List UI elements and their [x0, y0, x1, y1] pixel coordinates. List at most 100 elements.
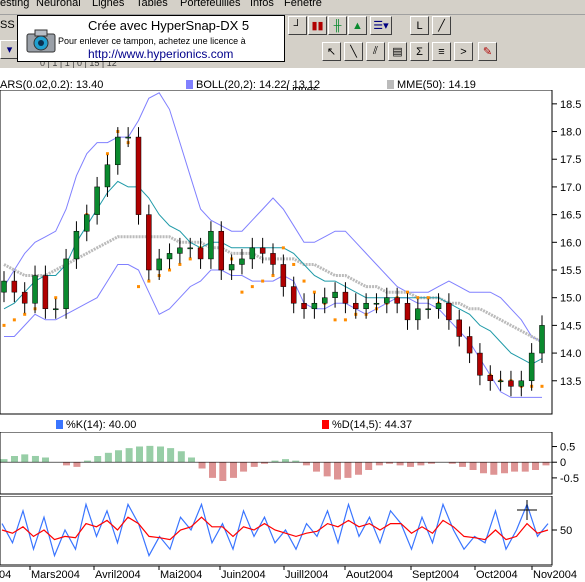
toolbar-partial-label: SS — [0, 19, 15, 31]
candle-body — [373, 302, 380, 305]
eraser-tool-button[interactable]: ✎ — [478, 42, 497, 61]
candle-body — [218, 230, 225, 271]
price-y-tick-label: 13.5 — [560, 376, 581, 388]
text-tool-button[interactable]: ▤ — [388, 42, 407, 61]
candle-body — [177, 247, 183, 254]
sar-dot — [188, 257, 192, 261]
candle-body — [73, 230, 80, 260]
candle-body — [259, 247, 266, 254]
line-tool-button[interactable]: ╲ — [344, 42, 363, 61]
candle-body — [94, 186, 100, 215]
mme-swatch — [387, 80, 394, 89]
candle-body — [84, 214, 90, 232]
horizontal-line-tool-button[interactable]: ≡ — [432, 42, 451, 61]
menu-item-1[interactable]: Neuronal — [36, 0, 81, 9]
candle-body — [187, 247, 193, 250]
candle-body — [290, 286, 297, 304]
chart-type-bar-button[interactable]: ┘ — [288, 16, 307, 35]
menu-item-6[interactable]: Fenêtre — [284, 0, 322, 9]
candle-body — [435, 302, 442, 310]
trend-tool-button[interactable]: ╱ — [432, 16, 451, 35]
menu-item-2[interactable]: Lignes — [92, 0, 125, 9]
fibonacci-tool-button[interactable]: Σ — [410, 42, 429, 61]
candle-body — [1, 280, 7, 293]
watermark-stamp: Crée avec HyperSnap-DX 5 Pour enlever ce… — [17, 15, 285, 62]
price-y-tick-label: 17.0 — [560, 182, 581, 194]
candle-body — [208, 230, 214, 260]
candle-body — [321, 297, 328, 304]
legend-mme-text: MME(50): 14.19 — [397, 79, 476, 91]
candle-body — [228, 264, 235, 271]
oscillator-plot-area — [0, 432, 553, 495]
legend-boll-text: BOLL(20,2): 14.22/ 13.12 — [196, 79, 321, 91]
candle-body — [197, 247, 204, 260]
candle-body — [156, 258, 162, 271]
legend-d: %D(14,5): 44.37 — [322, 419, 412, 431]
boll-swatch — [186, 80, 193, 89]
candle-body — [425, 308, 431, 311]
sar-dot — [292, 262, 296, 266]
price-chart[interactable]: 18.5 18.0 17.5 17.0 16.5 16.0 15.5 15.0 14.5 14.0… — [0, 90, 585, 430]
candle-body — [508, 380, 514, 387]
parallel-tool-button[interactable]: ⫽ — [366, 42, 385, 61]
candle-body — [415, 308, 421, 321]
legend-k: %K(14): 40.00 — [56, 419, 136, 431]
area-chart-button[interactable]: ▲ — [348, 16, 367, 35]
sar-dot — [416, 296, 420, 300]
candle-body — [239, 258, 245, 265]
menu-item-0[interactable]: esting — [0, 0, 30, 9]
legend-k-text: %K(14): 40.00 — [66, 419, 137, 431]
log-scale-button[interactable]: L — [410, 16, 429, 35]
date-tick-label: Sept2004 — [412, 569, 459, 581]
oscillator-y-tick-label: 0.5 — [560, 442, 575, 454]
sar-dot — [137, 285, 140, 289]
sar-dot — [333, 318, 337, 322]
watermark-url[interactable]: http://www.hyperionics.com — [88, 47, 234, 61]
oscillator-chart[interactable]: 0.5 0 -0.5 — [0, 432, 585, 496]
arrow-tool-button[interactable]: > — [454, 42, 473, 61]
price-y-tick-label: 15.5 — [560, 265, 581, 277]
candle-body — [249, 247, 256, 260]
toolbar-sub-label: 0 | 1 | 1 | 0 | 15 | 12 — [40, 58, 117, 68]
candle-body — [125, 136, 131, 139]
oscillator-y-tick-label: 0 — [560, 457, 566, 469]
sar-dot — [23, 312, 27, 316]
date-tick-label: 04 — [0, 569, 11, 581]
candle-body — [104, 164, 111, 188]
menu-item-3[interactable]: Tables — [136, 0, 168, 9]
candle-body — [363, 302, 369, 310]
stochastic-chart[interactable]: 50 — [0, 496, 585, 566]
candle-body — [280, 264, 287, 287]
candle-body — [404, 302, 411, 321]
candle-body — [301, 302, 307, 310]
menu-item-4[interactable]: Portefeuilles — [180, 0, 241, 9]
date-tick-label: Oct2004 — [476, 569, 518, 581]
price-plot-area — [0, 90, 553, 415]
sar-dot — [271, 274, 275, 278]
candle-body — [497, 380, 504, 383]
candle-body — [146, 214, 152, 271]
sar-dot — [406, 290, 409, 294]
candle-body — [477, 352, 483, 376]
price-y-tick-label: 18.0 — [560, 127, 581, 139]
d-line — [1, 516, 549, 541]
watermark-text: Pour enlever ce tampon, achetez une lice… — [58, 36, 246, 46]
date-tick-label: Juin2004 — [221, 569, 266, 581]
ohlc-button[interactable]: ╫ — [328, 16, 347, 35]
indicator-menu-button[interactable]: ☰▾ — [370, 16, 392, 35]
watermark-title: Crée avec HyperSnap-DX 5 — [88, 18, 250, 33]
sar-dot — [261, 279, 265, 283]
candle-body — [528, 352, 535, 382]
date-tick-label: Nov2004 — [533, 569, 577, 581]
sar-dot — [312, 290, 316, 294]
price-y-tick-label: 17.5 — [560, 154, 581, 166]
candle-body — [270, 253, 276, 265]
candle-body — [52, 308, 59, 311]
candle-body — [456, 319, 462, 337]
price-y-tick-label: 14.5 — [560, 320, 581, 332]
sar-dot — [240, 290, 244, 294]
menu-item-5[interactable]: Infos — [250, 0, 274, 9]
d-swatch — [322, 420, 329, 429]
pointer-tool-button[interactable]: ↖ — [322, 42, 341, 61]
candlestick-button[interactable]: ▮▮ — [308, 16, 327, 35]
